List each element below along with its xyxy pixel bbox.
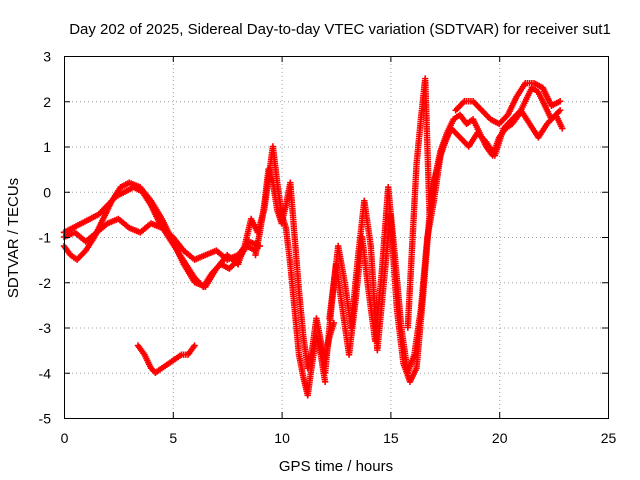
y-tick-label: -1: [39, 230, 52, 246]
y-tick-label: -3: [39, 320, 52, 336]
series-track-11: [452, 79, 564, 128]
axis-ticks: [64, 56, 609, 419]
x-tick-label: 25: [601, 430, 617, 446]
x-tick-label: 10: [274, 430, 290, 446]
data-point: [556, 98, 564, 105]
series-track-3: [60, 215, 264, 263]
x-tick-label: 15: [383, 430, 399, 446]
series-track-4: [134, 342, 198, 376]
series-track-10: [430, 107, 566, 186]
y-tick-label: 3: [43, 49, 51, 65]
y-tick-label: -4: [39, 365, 52, 381]
x-axis-title: GPS time / hours: [279, 458, 393, 475]
x-tick-label: 20: [492, 430, 508, 446]
chart-title: Day 202 of 2025, Sidereal Day-to-day VTE…: [69, 21, 611, 38]
data-point: [191, 342, 198, 349]
y-tick-label: -2: [39, 275, 52, 291]
series-track-2: [60, 184, 259, 290]
data-point: [321, 378, 329, 385]
series-track-8: [326, 134, 451, 376]
data-point: [559, 125, 566, 132]
y-axis-title: SDTVAR / TECUs: [5, 178, 22, 298]
y-tick-label: 2: [43, 94, 51, 110]
data-point: [556, 107, 564, 114]
y-tick-label: 0: [43, 184, 51, 200]
tick-labels: 0 5 10 15 20 25 -5 -4 -3 -2 -1 0 1 2 3: [39, 49, 617, 447]
x-tick-label: 0: [61, 430, 69, 446]
y-tick-label: 1: [43, 139, 51, 155]
y-tick-label: -5: [39, 411, 52, 427]
x-tick-label: 5: [169, 430, 177, 446]
data-marks: [60, 75, 566, 399]
